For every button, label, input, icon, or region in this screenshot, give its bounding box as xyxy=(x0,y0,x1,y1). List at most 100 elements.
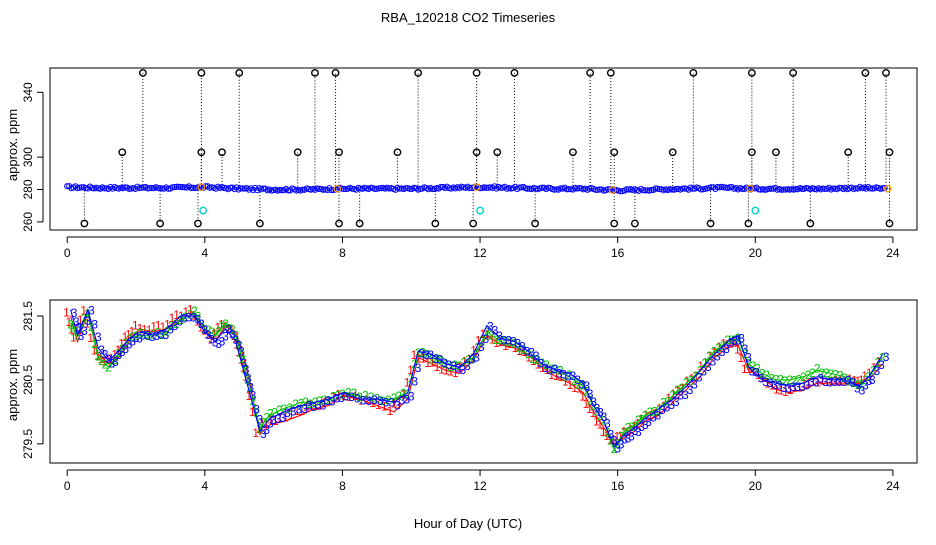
series-label-2: 2 xyxy=(656,403,663,417)
series-label-2: 2 xyxy=(665,394,672,408)
series-label-3: 3 xyxy=(840,375,847,389)
series-label-3: 3 xyxy=(862,378,869,392)
series-label-1: 1 xyxy=(544,363,551,377)
series-label-1: 1 xyxy=(600,425,607,439)
raw-point xyxy=(516,184,523,191)
series-label-2: 2 xyxy=(625,420,632,434)
series-label-2: 2 xyxy=(429,352,436,366)
series-label-2: 2 xyxy=(244,372,251,386)
series-label-3: 3 xyxy=(85,314,92,328)
series-label-3: 3 xyxy=(822,375,829,389)
series-label-1: 1 xyxy=(579,390,586,404)
series-label-2: 2 xyxy=(456,359,463,373)
series-label-2: 2 xyxy=(773,372,780,386)
series-label-1: 1 xyxy=(557,370,564,384)
series-label-3: 3 xyxy=(253,402,260,416)
series-label-2: 2 xyxy=(250,394,257,408)
series-label-1: 1 xyxy=(429,355,436,369)
series-label-3: 3 xyxy=(776,379,783,393)
series-label-3: 3 xyxy=(700,365,707,379)
series-label-1: 1 xyxy=(369,396,376,410)
series-label-2: 2 xyxy=(226,322,233,336)
raw-point xyxy=(138,184,145,191)
series-label-3: 3 xyxy=(705,360,712,374)
series-label-3: 3 xyxy=(229,327,236,341)
series-label-3: 3 xyxy=(654,408,661,422)
series-label-1: 1 xyxy=(65,315,72,329)
outlier-point xyxy=(569,148,577,157)
series-label-2: 2 xyxy=(543,358,550,372)
series-label-2: 2 xyxy=(711,345,718,359)
series-label-2: 2 xyxy=(539,356,546,370)
series-label-1: 1 xyxy=(828,374,835,388)
raw-point xyxy=(780,186,787,193)
series-label-3: 3 xyxy=(560,367,567,381)
raw-point xyxy=(524,185,531,192)
series-label-2: 2 xyxy=(235,337,242,351)
series-label-3: 3 xyxy=(240,356,247,370)
series-label-3: 3 xyxy=(524,344,531,358)
series-label-2: 2 xyxy=(580,379,587,393)
series-label-1: 1 xyxy=(160,320,167,334)
raw-point xyxy=(179,184,186,191)
series-label-3: 3 xyxy=(399,394,406,408)
series-label-2: 2 xyxy=(870,363,877,377)
series-label-2: 2 xyxy=(777,373,784,387)
series-label-1: 1 xyxy=(276,411,283,425)
raw-point xyxy=(173,183,180,190)
calibration-point xyxy=(751,206,760,215)
outlier-point xyxy=(747,68,756,77)
series-label-2: 2 xyxy=(742,347,749,361)
series-label-3: 3 xyxy=(243,363,250,377)
outlier-point xyxy=(610,219,619,228)
raw-point xyxy=(396,185,403,192)
raw-point xyxy=(340,185,347,193)
raw-point xyxy=(673,185,680,193)
raw-point xyxy=(720,184,727,191)
series-label-1: 1 xyxy=(720,337,727,351)
series-label-2: 2 xyxy=(133,329,140,343)
series-label-1: 1 xyxy=(303,399,310,413)
raw-point xyxy=(227,184,234,191)
series-label-3: 3 xyxy=(195,313,202,327)
series-label-1: 1 xyxy=(548,368,555,382)
series-label-2: 2 xyxy=(823,366,830,380)
series-label-3: 3 xyxy=(714,350,721,364)
outlier-point xyxy=(255,219,264,228)
series-label-1: 1 xyxy=(98,352,105,366)
raw-point xyxy=(768,185,775,192)
series-label-3: 3 xyxy=(510,334,517,348)
series-label-1: 1 xyxy=(118,337,125,351)
series-label-1: 1 xyxy=(661,399,668,413)
outlier-point xyxy=(630,219,639,228)
series-label-2: 2 xyxy=(126,333,133,347)
raw-point xyxy=(565,186,572,193)
series-label-3: 3 xyxy=(473,350,480,364)
series-label-3: 3 xyxy=(460,363,467,377)
series-label-2: 2 xyxy=(745,357,752,371)
series-label-2: 2 xyxy=(841,371,848,385)
chart-title: RBA_120218 CO2 Timeseries xyxy=(381,10,556,25)
series-label-1: 1 xyxy=(411,348,418,362)
raw-point xyxy=(668,186,676,193)
flag-point xyxy=(746,184,754,193)
series-label-2: 2 xyxy=(222,317,229,331)
outlier-point xyxy=(885,219,894,228)
plot-frame-bottom xyxy=(49,299,918,464)
series-label-2: 2 xyxy=(529,352,536,366)
series-label-1: 1 xyxy=(535,358,542,372)
series-label-2: 2 xyxy=(368,390,375,404)
series-label-2: 2 xyxy=(198,317,205,331)
series-label-2: 2 xyxy=(706,349,713,363)
series-label-3: 3 xyxy=(607,427,614,441)
series-label-2: 2 xyxy=(109,357,116,371)
series-label-2: 2 xyxy=(638,412,645,426)
series-label-1: 1 xyxy=(854,374,861,388)
series-label-3: 3 xyxy=(519,339,526,353)
series-label-3: 3 xyxy=(167,323,174,337)
series-label-3: 3 xyxy=(205,328,212,342)
y-tick-label-top: 280 xyxy=(21,179,35,199)
series-label-2: 2 xyxy=(379,394,386,408)
series-label-3: 3 xyxy=(621,433,628,447)
series-label-2: 2 xyxy=(307,397,314,411)
